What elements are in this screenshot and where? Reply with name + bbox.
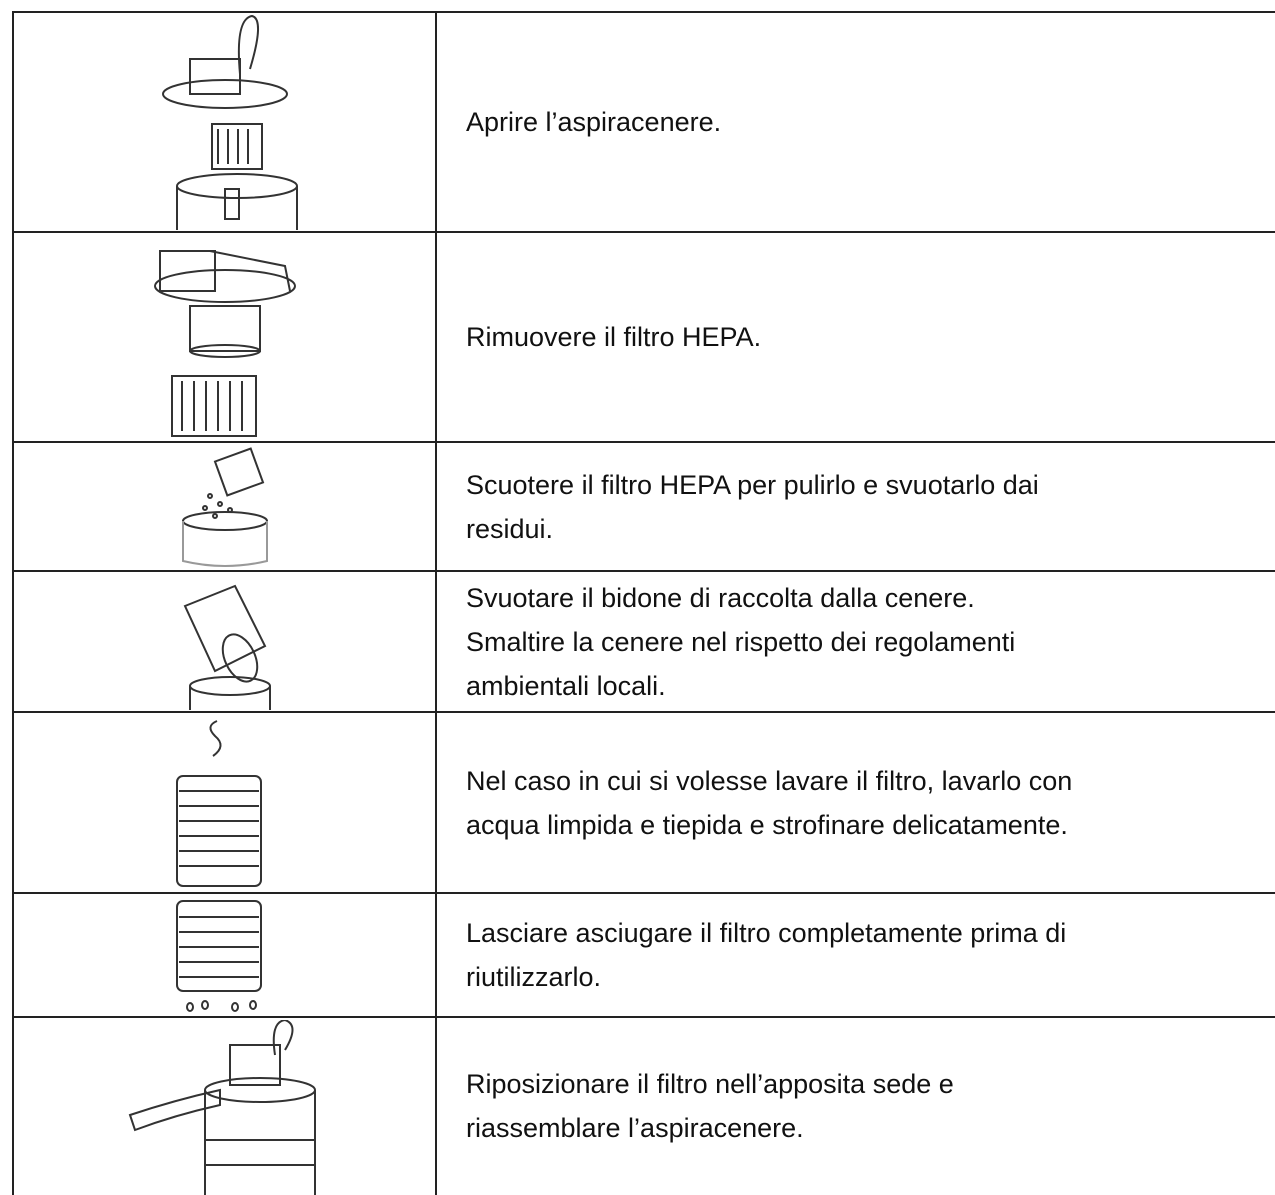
step-text: Lasciare asciugare il filtro completamen… — [466, 918, 1067, 948]
step-text: Riposizionare il filtro nell’apposita se… — [466, 1069, 954, 1099]
illustration-reassemble — [128, 1020, 316, 1195]
step-text: Rimuovere il filtro HEPA. — [466, 322, 762, 352]
step-text: Smaltire la cenere nel rispetto dei rego… — [466, 626, 1016, 657]
row-border — [12, 892, 1275, 894]
step-cell: Rimuovere il filtro HEPA. — [466, 232, 1275, 442]
step-cell: Nel caso in cui si volesse lavare il fil… — [466, 712, 1275, 893]
step-text: acqua limpida e tiepida e strofinare del… — [466, 809, 1068, 840]
step-text: riassemblare l’aspiracenere. — [466, 1113, 804, 1143]
illustration-dry — [176, 900, 262, 1012]
illustration-wash — [176, 720, 262, 887]
step-text: Scuotere il filtro HEPA per pulirlo e sv… — [466, 469, 1039, 500]
row-border — [12, 231, 1275, 233]
step-text: riutilizzarlo. — [466, 962, 602, 992]
row-border — [12, 711, 1275, 713]
illustration-empty — [183, 584, 271, 710]
table-border — [12, 12, 14, 1195]
step-cell: Svuotare il bidone di raccolta dalla cen… — [466, 571, 1275, 712]
row-border — [12, 570, 1275, 572]
column-divider — [435, 12, 437, 1195]
step-text: ambientali locali. — [466, 670, 666, 701]
row-border — [12, 1016, 1275, 1018]
illustration-open — [162, 14, 298, 230]
row-border — [12, 441, 1275, 443]
step-text: Svuotare il bidone di raccolta dalla cen… — [466, 582, 975, 613]
step-text: Aprire l’aspiracenere. — [466, 107, 722, 137]
step-text: Nel caso in cui si volesse lavare il fil… — [466, 765, 1073, 796]
step-text: residui. — [466, 513, 554, 544]
row-border — [12, 11, 1275, 13]
illustration-shake — [182, 447, 268, 567]
illustration-remove — [154, 250, 296, 437]
step-cell: Scuotere il filtro HEPA per pulirlo e sv… — [466, 442, 1275, 571]
step-cell: Riposizionare il filtro nell’apposita se… — [466, 1017, 1275, 1195]
step-cell: Lasciare asciugare il filtro completamen… — [466, 893, 1275, 1017]
step-cell: Aprire l’aspiracenere. — [466, 12, 1275, 232]
